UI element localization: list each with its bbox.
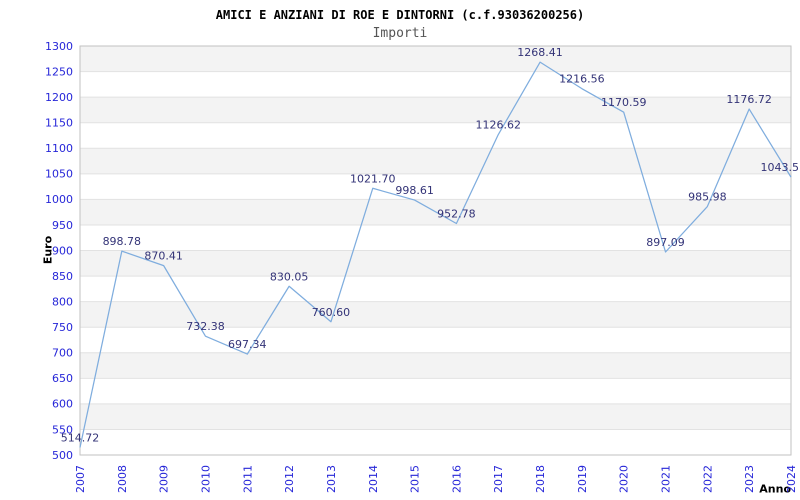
- y-tick-label: 700: [52, 347, 73, 360]
- point-value-label: 1021.70: [350, 172, 396, 185]
- y-tick-label: 1000: [45, 193, 73, 206]
- x-tick-label: 2011: [241, 465, 254, 493]
- point-value-label: 998.61: [395, 184, 434, 197]
- x-tick-label: 2020: [618, 465, 631, 493]
- grid-band: [80, 403, 791, 430]
- y-tick-label: 1050: [45, 168, 73, 181]
- x-tick-label: 2007: [74, 465, 87, 493]
- x-tick-label: 2013: [325, 465, 338, 493]
- y-tick-label: 1150: [45, 117, 73, 130]
- x-tick-label: 2016: [450, 465, 463, 493]
- y-tick-label: 1200: [45, 91, 73, 104]
- y-tick-label: 550: [52, 423, 73, 436]
- y-tick-label: 650: [52, 372, 73, 385]
- chart-subtitle: Importi: [372, 26, 428, 41]
- point-value-label: 697.34: [228, 338, 267, 351]
- grid-bands: [80, 46, 791, 430]
- y-tick-label: 800: [52, 295, 73, 308]
- point-value-label: 732.38: [186, 320, 225, 333]
- x-tick-label: 2015: [409, 465, 422, 493]
- grid-band: [80, 352, 791, 379]
- x-tick-label: 2010: [199, 465, 212, 493]
- x-tick-label: 2009: [158, 465, 171, 493]
- y-tick-label: 850: [52, 270, 73, 283]
- point-value-label: 1268.41: [517, 46, 563, 59]
- x-tick-label: 2022: [701, 465, 714, 493]
- point-value-label: 1170.59: [601, 96, 647, 109]
- x-tick-label: 2021: [660, 465, 673, 493]
- chart-title: AMICI E ANZIANI DI ROE E DINTORNI (c.f.9…: [215, 8, 585, 22]
- x-tick-label: 2024: [785, 465, 798, 493]
- grid-band: [80, 301, 791, 328]
- y-tick-label: 750: [52, 321, 73, 334]
- grid-band: [80, 250, 791, 277]
- x-tick-label: 2018: [534, 465, 547, 493]
- y-tick-label: 900: [52, 244, 73, 257]
- y-tick-label: 1300: [45, 40, 73, 53]
- point-value-label: 1126.62: [475, 119, 521, 132]
- point-value-label: 830.05: [270, 270, 309, 283]
- y-tick-label: 600: [52, 398, 73, 411]
- point-value-label: 1216.56: [559, 73, 605, 86]
- point-value-label: 514.72: [61, 431, 100, 444]
- grid-band: [80, 148, 791, 174]
- x-axis-title: Anno: [759, 482, 791, 496]
- x-axis-tick-labels: 2007 2008 2009 2010 2011 2012 2013 2014 2015 2016…: [74, 465, 798, 493]
- x-tick-label: 2014: [367, 465, 380, 493]
- y-tick-label: 500: [52, 449, 73, 462]
- grid-band: [80, 97, 791, 123]
- point-value-label: 985.98: [688, 191, 727, 204]
- point-value-label: 1176.72: [726, 93, 772, 106]
- point-value-label: 760.60: [312, 306, 351, 319]
- y-axis-tick-labels: 500 550 600 650 700 750 800 850 900 950 1000 1050 11…: [45, 40, 73, 462]
- point-value-label: 897.09: [646, 236, 685, 249]
- y-tick-label: 1250: [45, 65, 73, 78]
- plot-border: [79, 45, 792, 456]
- grid-band: [80, 46, 791, 72]
- y-tick-label: 1100: [45, 142, 73, 155]
- x-tick-label: 2017: [492, 465, 505, 493]
- x-tick-label: 2008: [116, 465, 129, 493]
- y-tick-label: 950: [52, 219, 73, 232]
- point-value-label: 898.78: [103, 235, 142, 248]
- x-tick-label: 2023: [743, 465, 756, 493]
- point-value-label: 1043.5: [761, 161, 800, 174]
- point-value-label: 870.41: [144, 250, 183, 263]
- point-value-label: 952.78: [437, 208, 476, 221]
- x-tick-label: 2012: [283, 465, 296, 493]
- data-line: [79, 61, 792, 448]
- x-tick-label: 2019: [576, 465, 589, 493]
